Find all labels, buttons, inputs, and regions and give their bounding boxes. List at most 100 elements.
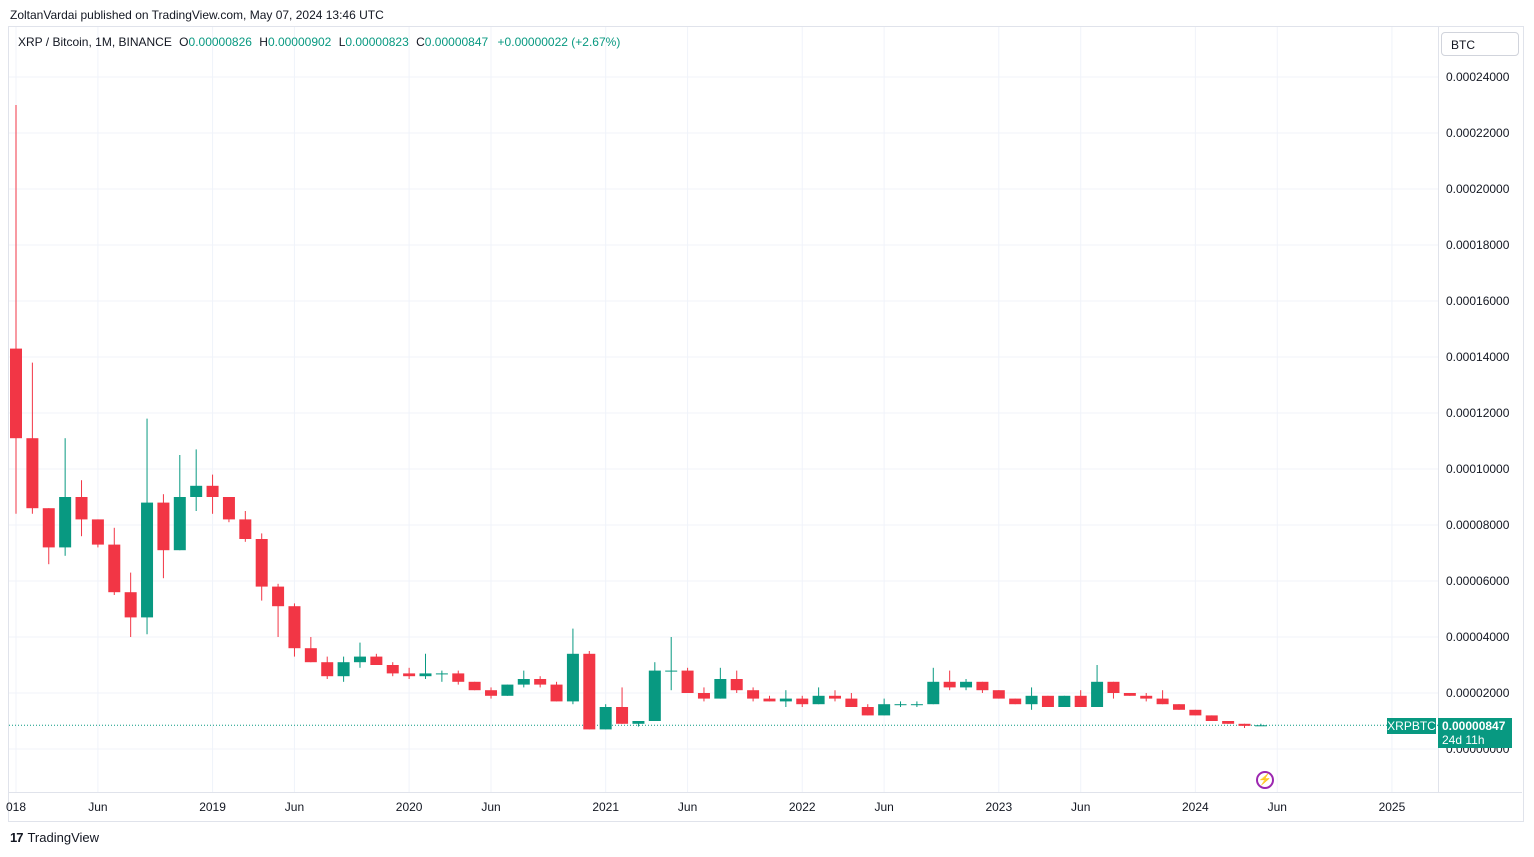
candle-body — [1123, 693, 1136, 696]
candle-body — [665, 670, 678, 672]
candle-body — [190, 485, 203, 497]
candle-body — [108, 544, 121, 593]
candle-body — [141, 502, 154, 618]
candle-body — [517, 679, 530, 685]
candle-body — [91, 519, 104, 545]
legend-close-label: C — [416, 35, 425, 49]
candle-body — [321, 662, 334, 677]
candle-body — [1058, 695, 1071, 707]
last-price-tag: 0.00000847 24d 11h — [1438, 718, 1512, 748]
y-tick-label: 0.00018000 — [1446, 238, 1510, 252]
candle-body — [1140, 695, 1153, 699]
candle-body — [501, 684, 514, 696]
x-tick-label: Jun — [874, 800, 893, 814]
candle-body — [1172, 704, 1185, 710]
candle-body — [1041, 695, 1054, 707]
candle-body — [616, 707, 629, 724]
candle-body — [124, 592, 137, 618]
footer-branding[interactable]: 17 TradingView — [10, 830, 99, 845]
footer-brand-text: TradingView — [27, 830, 100, 845]
candle-body — [1222, 721, 1235, 724]
x-tick-label: 2025 — [1379, 800, 1406, 814]
candle-body — [435, 673, 448, 675]
candle-body — [812, 695, 825, 705]
candle-body — [452, 673, 465, 682]
x-tick-label: 2023 — [985, 800, 1012, 814]
x-tick-label: Jun — [1268, 800, 1287, 814]
symbol-price-label: XRPBTC — [1387, 718, 1436, 734]
candle-body — [272, 586, 285, 607]
y-tick-label: 0.00014000 — [1446, 350, 1510, 364]
candle-body — [648, 670, 661, 721]
legend-open-value: 0.00000826 — [188, 35, 252, 49]
candle-body — [714, 679, 727, 699]
y-tick-label: 0.00012000 — [1446, 406, 1510, 420]
y-tick-label: 0.00016000 — [1446, 294, 1510, 308]
candle-body — [894, 704, 907, 706]
y-tick-label: 0.00022000 — [1446, 126, 1510, 140]
legend-open-label: O — [179, 35, 189, 49]
candle-body — [173, 497, 186, 551]
candle-body — [1205, 715, 1218, 721]
legend-close-value: 0.00000847 — [424, 35, 489, 49]
tradingview-logo-icon: 17 — [10, 830, 24, 845]
candle-body — [468, 681, 481, 691]
candle-body — [304, 648, 317, 663]
x-tick-label: 2024 — [1182, 800, 1209, 814]
candle-body — [419, 673, 432, 677]
candle-body — [1189, 709, 1202, 716]
candle-body — [960, 681, 973, 688]
candle-body — [485, 690, 498, 696]
x-tick-label: Jun — [678, 800, 697, 814]
candle-body — [829, 695, 841, 699]
candle-body — [550, 684, 563, 702]
candle-body — [763, 698, 776, 702]
candle-body — [992, 690, 1005, 699]
currency-selector[interactable]: BTC — [1441, 32, 1519, 56]
lightning-icon[interactable]: ⚡ — [1256, 771, 1274, 789]
candle-body — [10, 348, 22, 439]
candle-body — [157, 502, 170, 551]
candle-body — [1156, 698, 1169, 705]
candle-body — [566, 653, 579, 702]
legend-high-label: H — [259, 35, 268, 49]
candle-body — [1074, 695, 1087, 707]
candle-body — [730, 679, 743, 691]
bar-countdown: 24d 11h — [1442, 733, 1485, 747]
candle-body — [1009, 698, 1022, 705]
candle-body — [1238, 723, 1251, 726]
candle-body — [26, 438, 39, 509]
y-tick-label: 0.00004000 — [1446, 630, 1510, 644]
y-tick-label: 0.00002000 — [1446, 686, 1510, 700]
legend-symbol: XRP / Bitcoin, 1M, BINANCE — [18, 35, 172, 49]
chart-legend: XRP / Bitcoin, 1M, BINANCE O0.00000826 H… — [18, 35, 620, 49]
x-tick-label: Jun — [285, 800, 304, 814]
published-by-text: ZoltanVardai published on TradingView.co… — [10, 8, 384, 22]
candle-body — [1025, 695, 1038, 705]
candle-body — [222, 497, 235, 520]
candle-body — [583, 653, 596, 730]
candle-body — [255, 539, 268, 587]
candle-body — [796, 698, 809, 705]
legend-change-value: +0.00000022 (+2.67%) — [497, 35, 621, 49]
y-tick-label: 0.00020000 — [1446, 182, 1510, 196]
candle-body — [878, 704, 891, 716]
last-price-value: 0.00000847 — [1442, 719, 1506, 733]
x-tick-label: 2020 — [396, 800, 423, 814]
legend-low-value: 0.00000823 — [345, 35, 409, 49]
legend-low-label: L — [338, 35, 346, 49]
candle-body — [910, 704, 923, 706]
legend-high-value: 0.00000902 — [267, 35, 332, 49]
candle-body — [1091, 681, 1104, 707]
candle-body — [632, 721, 645, 724]
y-tick-label: 0.00006000 — [1446, 574, 1510, 588]
candle-body — [943, 681, 956, 688]
y-tick-label: 0.00010000 — [1446, 462, 1510, 476]
y-tick-label: 0.00008000 — [1446, 518, 1510, 532]
x-tick-label: 018 — [6, 800, 26, 814]
x-tick-label: Jun — [1071, 800, 1090, 814]
candle-body — [599, 707, 612, 730]
candle-body — [288, 606, 301, 649]
candle-body — [42, 508, 55, 548]
